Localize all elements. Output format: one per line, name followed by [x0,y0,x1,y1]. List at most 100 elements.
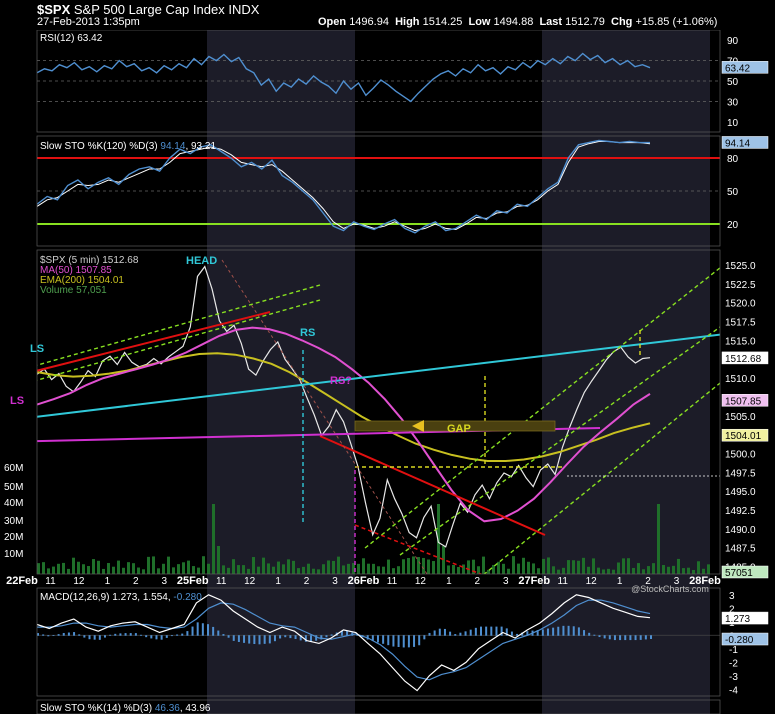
macd-legend-part-3: -0.280 [173,592,202,603]
macd-hist-bar [310,635,313,642]
panel-frame-1 [36,135,721,247]
volume-bar [167,556,170,574]
macd-hist-bar [289,635,292,639]
volume-bar [257,566,260,574]
macd-hist-bar [150,635,153,639]
macd-hist-bar [217,630,220,636]
volume-bar [367,563,370,574]
x-tick-4: 2 [133,576,139,587]
volume-tick-0: 60M [4,463,23,474]
footer-legend-part-0: Slow STO %K(14) %D(3) [40,703,155,714]
volume-bar [132,563,135,574]
volume-bar [457,566,460,574]
macd-hist-bar [546,628,549,636]
macd-hist-bar [165,635,168,638]
volume-bar [567,560,570,574]
volume-bar [62,562,65,574]
volume-bar [277,561,280,574]
volume-bar [227,567,230,574]
volume-bar [377,566,380,574]
volume-bar [697,561,700,574]
x-tick-22: 2 [645,576,651,587]
macd-hist-bar [206,624,209,636]
macd-hist-bar [325,635,328,638]
volume-bar [317,569,320,574]
macd-tick-5: -2 [729,658,738,669]
volume-bar [417,557,420,574]
macd-hist-bar [279,635,282,639]
macd-hist-bar [598,635,601,638]
volume-bar [627,558,630,574]
x-tick-21: 1 [617,576,623,587]
volume-bar [302,566,305,574]
volume-bar [112,566,115,574]
sto-legend: Slow STO %K(120) %D(3) 94.14, 93.21 [40,141,216,152]
macd-hist-bar [88,635,91,640]
macd-hist-bar [624,635,627,641]
volume-bar [637,563,640,574]
volume-bar [282,564,285,574]
macd-hist-bar [140,634,143,636]
x-tick-2: 12 [73,576,85,587]
macd-hist-bar [469,629,472,636]
panel-frame-0 [36,29,721,133]
macd-hist-bar [562,625,565,636]
x-tick-5: 3 [162,576,168,587]
macd-tick-6: -3 [729,672,738,683]
macd-hist-bar [418,635,421,646]
annotation-rs-question: RS? [330,375,352,387]
price-tick-15: 1487.5 [725,544,756,555]
volume-tick-4: 20M [4,532,23,543]
macd-hist-bar [392,635,395,647]
volume-bar [687,567,690,574]
volume-bar [467,560,470,574]
volume-bar [267,563,270,574]
sto-legend-k: 94.14 [160,141,185,152]
volume-bar [237,565,240,574]
macd-hist-bar [371,635,374,642]
macd-hist-bar [567,625,570,636]
volume-bar [507,568,510,574]
volume-bar [272,566,275,574]
volume-bar [617,562,620,574]
macd-hist-bar [650,635,652,639]
macd-hist-bar [258,635,261,645]
volume-bar [322,564,325,574]
volume-bar [142,569,145,574]
x-tick-11: 3 [332,576,338,587]
volume-bar [67,568,70,574]
macd-hist-bar [634,635,637,641]
volume-bar [682,568,685,574]
volume-bar [357,563,360,574]
annotation-ls-magenta: LS [10,395,24,407]
macd-hist-bar [613,635,616,641]
macd-hist-bar [196,622,199,636]
macd-legend-part-0: MACD(12,26,9) [40,592,112,603]
volume-bar [587,566,590,574]
red-trendline-2 [319,435,546,536]
macd-hist-bar [438,628,441,636]
volume-bar [472,559,475,574]
macd-hist-bar [459,632,462,636]
volume-bar [52,566,55,574]
volume-bar [162,563,165,574]
volume-bar [187,560,190,574]
price-tick-0: 1525.0 [725,261,756,272]
sto-legend-d: , 93.21 [185,141,216,152]
volume-bar [542,558,545,574]
volume-bar [337,556,340,574]
price-tick-12: 1495.0 [725,487,756,498]
x-tick-16: 2 [475,576,481,587]
volume-bar [652,563,655,574]
rsi-line [37,52,651,103]
macd-hist-bar [83,635,86,638]
macd-hist-last-label-box [721,632,769,646]
x-tick-14: 12 [415,576,427,587]
volume-bar [562,567,565,574]
quote-line: Open 1496.94 High 1514.25 Low 1494.88 La… [318,16,717,28]
macd-hist-bar [608,635,611,640]
macd-hist-bar [536,630,539,636]
volume-bar [432,561,435,574]
macd-hist-bar [191,626,194,636]
